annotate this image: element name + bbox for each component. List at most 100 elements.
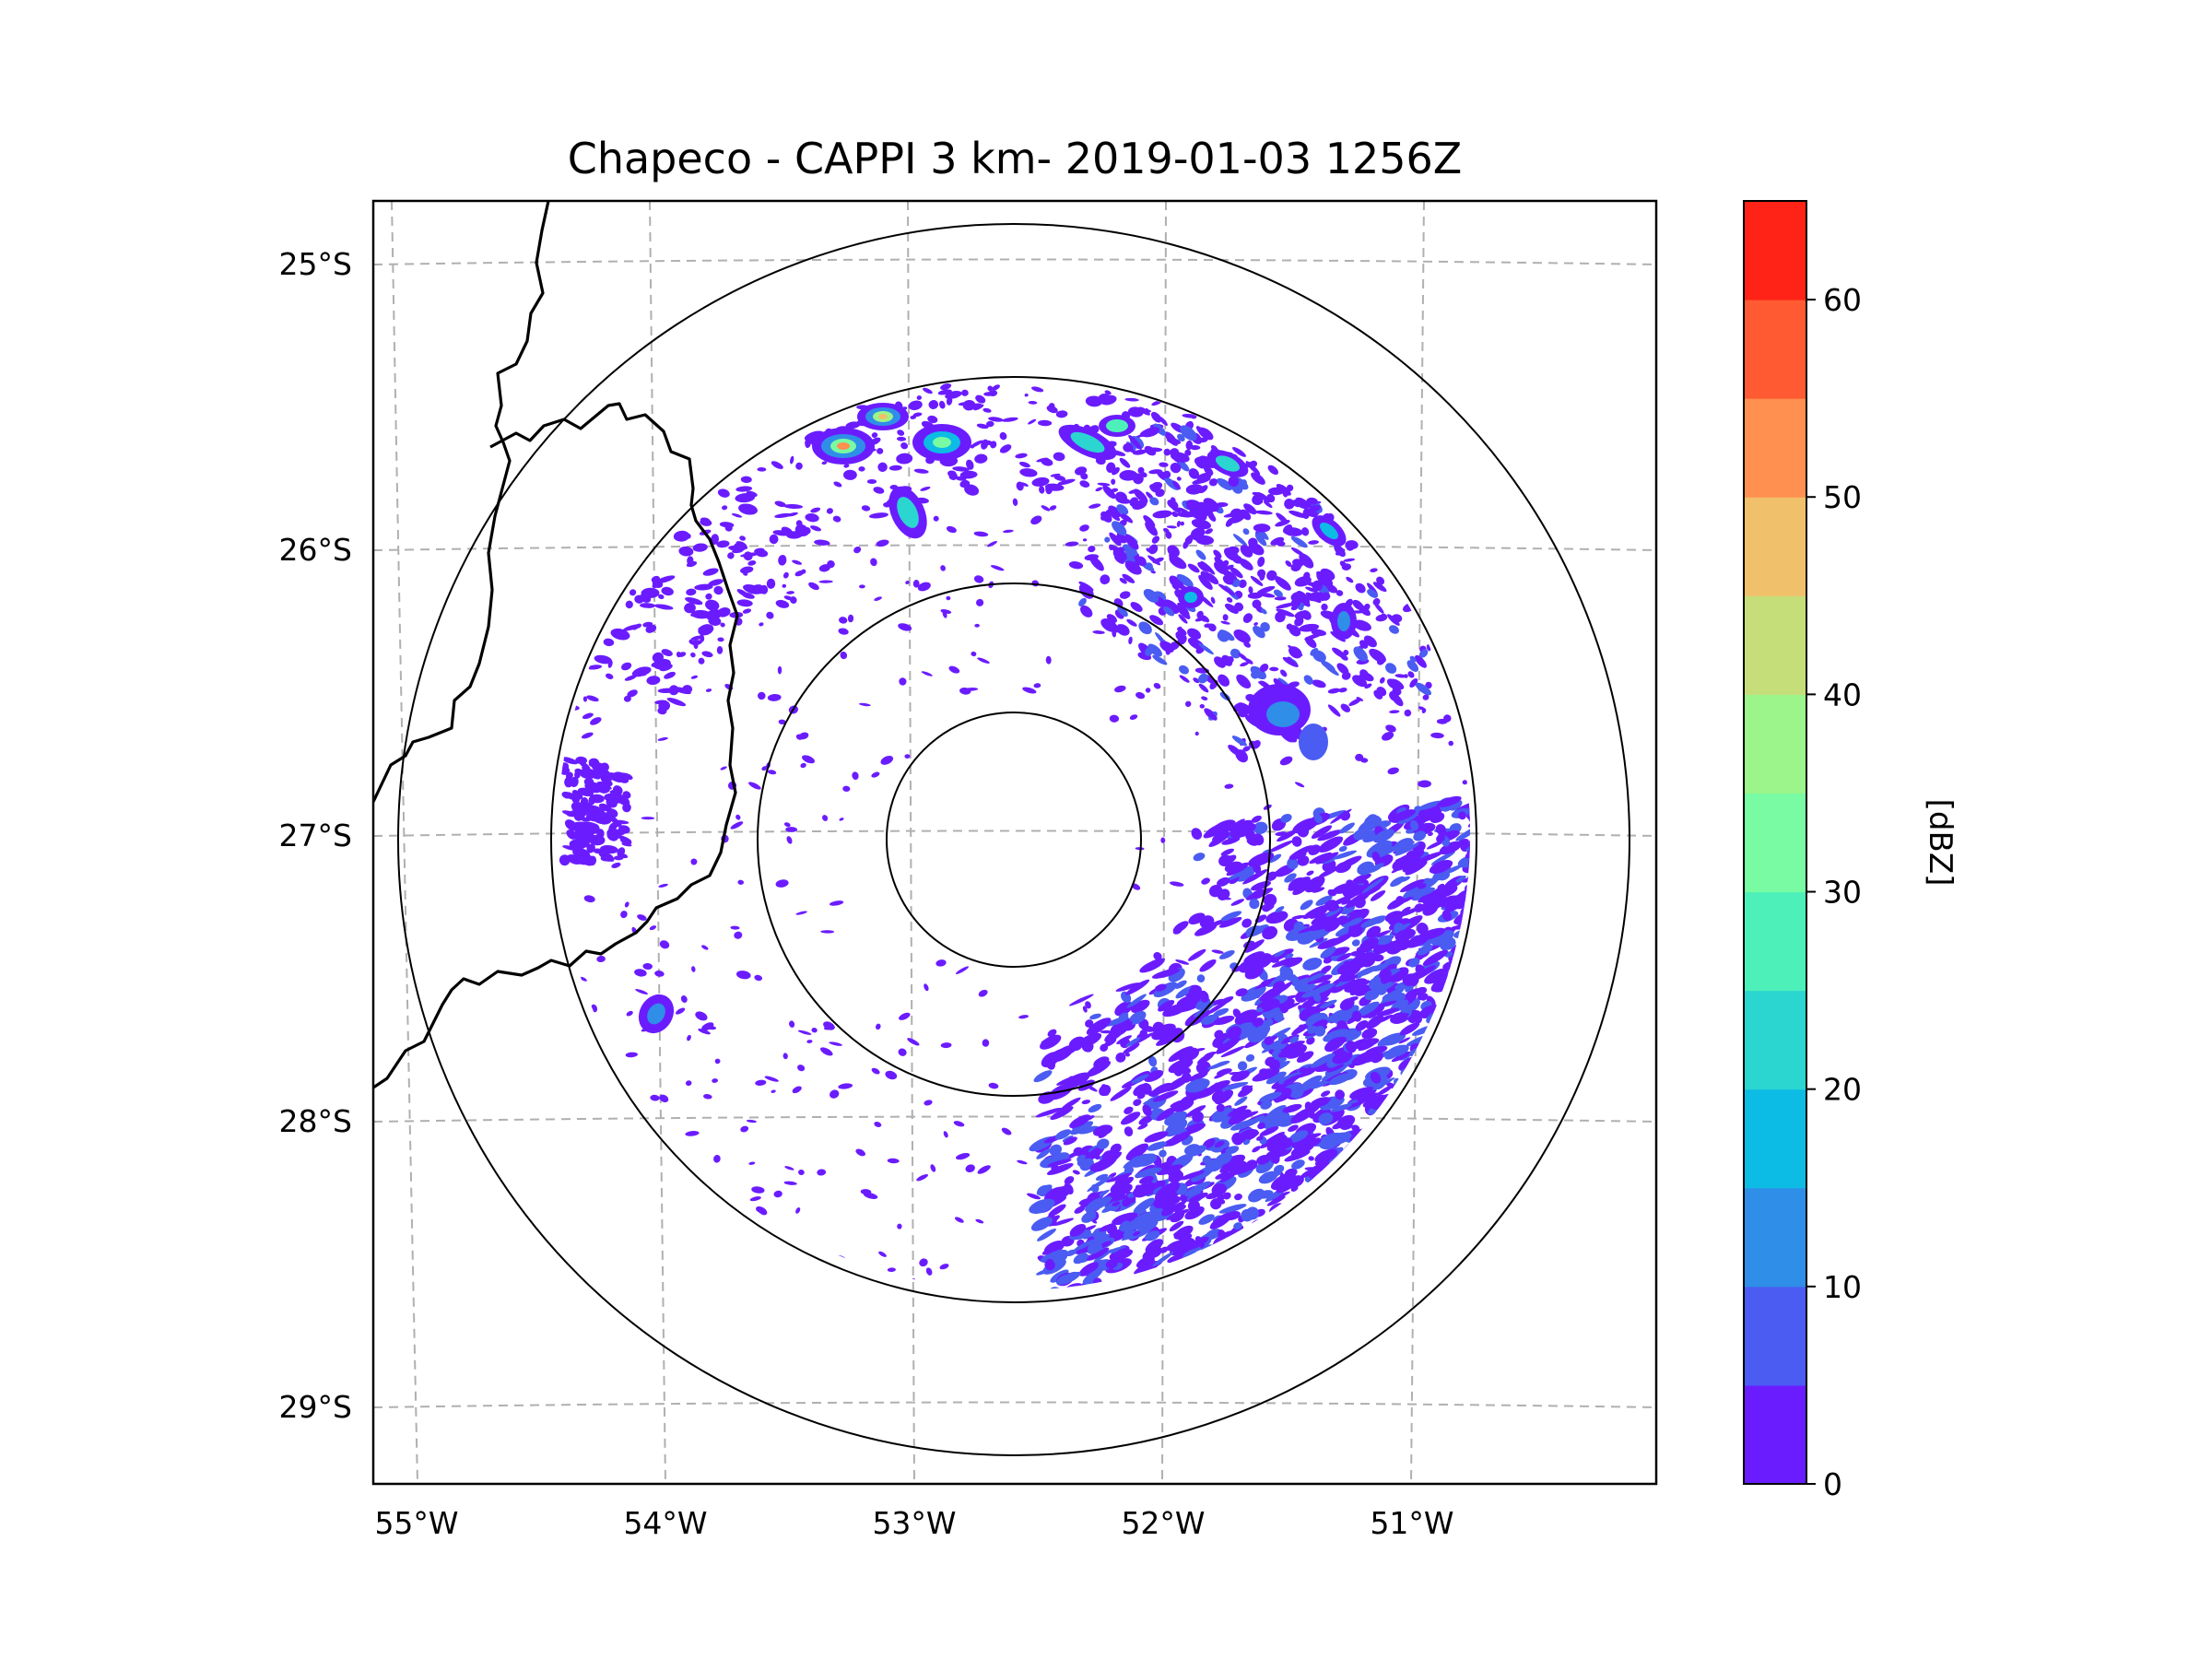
echo-north — [623, 695, 631, 702]
echo-northeast — [1260, 621, 1270, 632]
echo-northeast — [1187, 628, 1202, 640]
echo-northeast — [1286, 484, 1294, 492]
echo-southeast — [1110, 1086, 1132, 1101]
echo-southeast — [1108, 1246, 1126, 1253]
cell-north-2 — [857, 403, 909, 430]
echo-north — [962, 399, 976, 411]
echo-north — [938, 400, 946, 409]
echo-north — [698, 626, 708, 632]
echo-southeast — [1150, 1082, 1171, 1097]
echo-northeast — [1324, 664, 1339, 677]
echo-north — [877, 447, 884, 454]
echo-northeast — [1163, 448, 1171, 456]
echo-southeast — [1253, 821, 1268, 834]
echo-northeast — [1340, 653, 1348, 661]
echo-west — [566, 829, 578, 840]
echo-northeast — [1161, 599, 1180, 615]
echo-southeast — [1239, 1128, 1259, 1140]
echo-southeast — [1112, 1212, 1138, 1226]
echo-southeast — [1243, 1139, 1251, 1146]
echo-southeast — [1265, 1071, 1287, 1085]
echo-speck — [820, 930, 835, 934]
echo-north — [631, 666, 652, 677]
echo-southeast — [1151, 968, 1181, 979]
echo-speck — [621, 842, 632, 847]
echo-southeast — [1228, 1109, 1252, 1125]
echo-southeast — [1328, 1073, 1353, 1086]
echo-speck — [586, 695, 599, 702]
echo-speck — [754, 974, 763, 982]
echo-north — [948, 472, 958, 480]
echo-southeast — [1391, 1051, 1413, 1063]
echo-speck — [1033, 683, 1041, 688]
echo-southeast — [1339, 997, 1355, 1011]
echo-north — [1019, 468, 1038, 477]
echo-north — [732, 548, 744, 554]
echo-southeast — [1158, 1000, 1175, 1012]
echo-speck — [1312, 679, 1326, 688]
echo-southeast — [1323, 1132, 1352, 1147]
echo-north — [785, 531, 803, 539]
ring-3 — [550, 376, 1477, 1303]
echo-speck — [695, 1011, 708, 1021]
echo-speck — [973, 531, 989, 537]
echo-southeast — [1035, 1107, 1063, 1118]
echo-southeast — [1139, 1030, 1147, 1038]
echo-southeast — [1351, 1050, 1378, 1066]
echo-southeast — [1430, 851, 1455, 865]
echo-speck — [730, 925, 740, 930]
echo-speck — [1448, 740, 1453, 747]
echo-speck — [880, 755, 894, 765]
echo-northeast — [1197, 673, 1208, 684]
map-area[interactable] — [373, 201, 1656, 1484]
echo-speck — [1312, 887, 1325, 893]
echo-north — [843, 469, 857, 480]
echo-southeast — [1230, 899, 1245, 906]
echo-north — [1148, 469, 1162, 475]
echo-north — [1127, 406, 1144, 418]
echo-speck — [1291, 914, 1306, 920]
echo-southeast — [1413, 830, 1427, 841]
lon-label-55w: 55°W — [374, 1505, 458, 1541]
echo-southeast — [1081, 1115, 1095, 1123]
echo-north — [1106, 462, 1116, 474]
ring-4 — [397, 223, 1630, 1456]
echo-north — [877, 462, 888, 472]
echo-speck — [783, 1181, 797, 1185]
echo-speck — [956, 966, 969, 974]
echo-north — [1321, 603, 1328, 611]
echo-northeast — [1147, 555, 1161, 566]
echo-northeast — [1218, 629, 1235, 641]
echo-northeast — [1290, 535, 1308, 548]
echo-speck — [1135, 847, 1145, 851]
echo-southeast — [1252, 1068, 1280, 1082]
echo-southeast — [1410, 819, 1419, 831]
echo-northeast — [1145, 521, 1159, 536]
echo-speck — [1230, 516, 1244, 524]
echo-speck — [654, 971, 665, 977]
echo-speck — [1404, 710, 1409, 713]
echo-north — [716, 540, 730, 548]
echo-north — [1282, 487, 1288, 498]
echo-speck — [978, 989, 988, 997]
echo-southeast — [1301, 999, 1317, 1008]
echo-northeast — [1145, 646, 1154, 656]
echo-southeast — [1029, 1198, 1055, 1214]
echo-southeast — [1309, 852, 1333, 865]
echo-north — [1018, 461, 1030, 468]
echo-speck — [1382, 731, 1394, 741]
echo-southeast — [1120, 1112, 1141, 1125]
parallel-28s — [373, 1115, 1656, 1123]
colorbar-swatch-50 — [1744, 398, 1806, 498]
echo-southeast — [1124, 1106, 1134, 1114]
echo-southeast — [1361, 1028, 1378, 1040]
echo-southeast — [1341, 883, 1359, 897]
echo-southeast — [1135, 1153, 1158, 1167]
echo-southeast — [1435, 824, 1447, 836]
echo-northeast — [1240, 509, 1252, 521]
echo-northeast — [1078, 581, 1094, 592]
echo-northeast — [1234, 602, 1244, 612]
echo-north — [640, 603, 656, 608]
echo-north — [685, 596, 703, 606]
echo-southeast — [1260, 979, 1272, 988]
